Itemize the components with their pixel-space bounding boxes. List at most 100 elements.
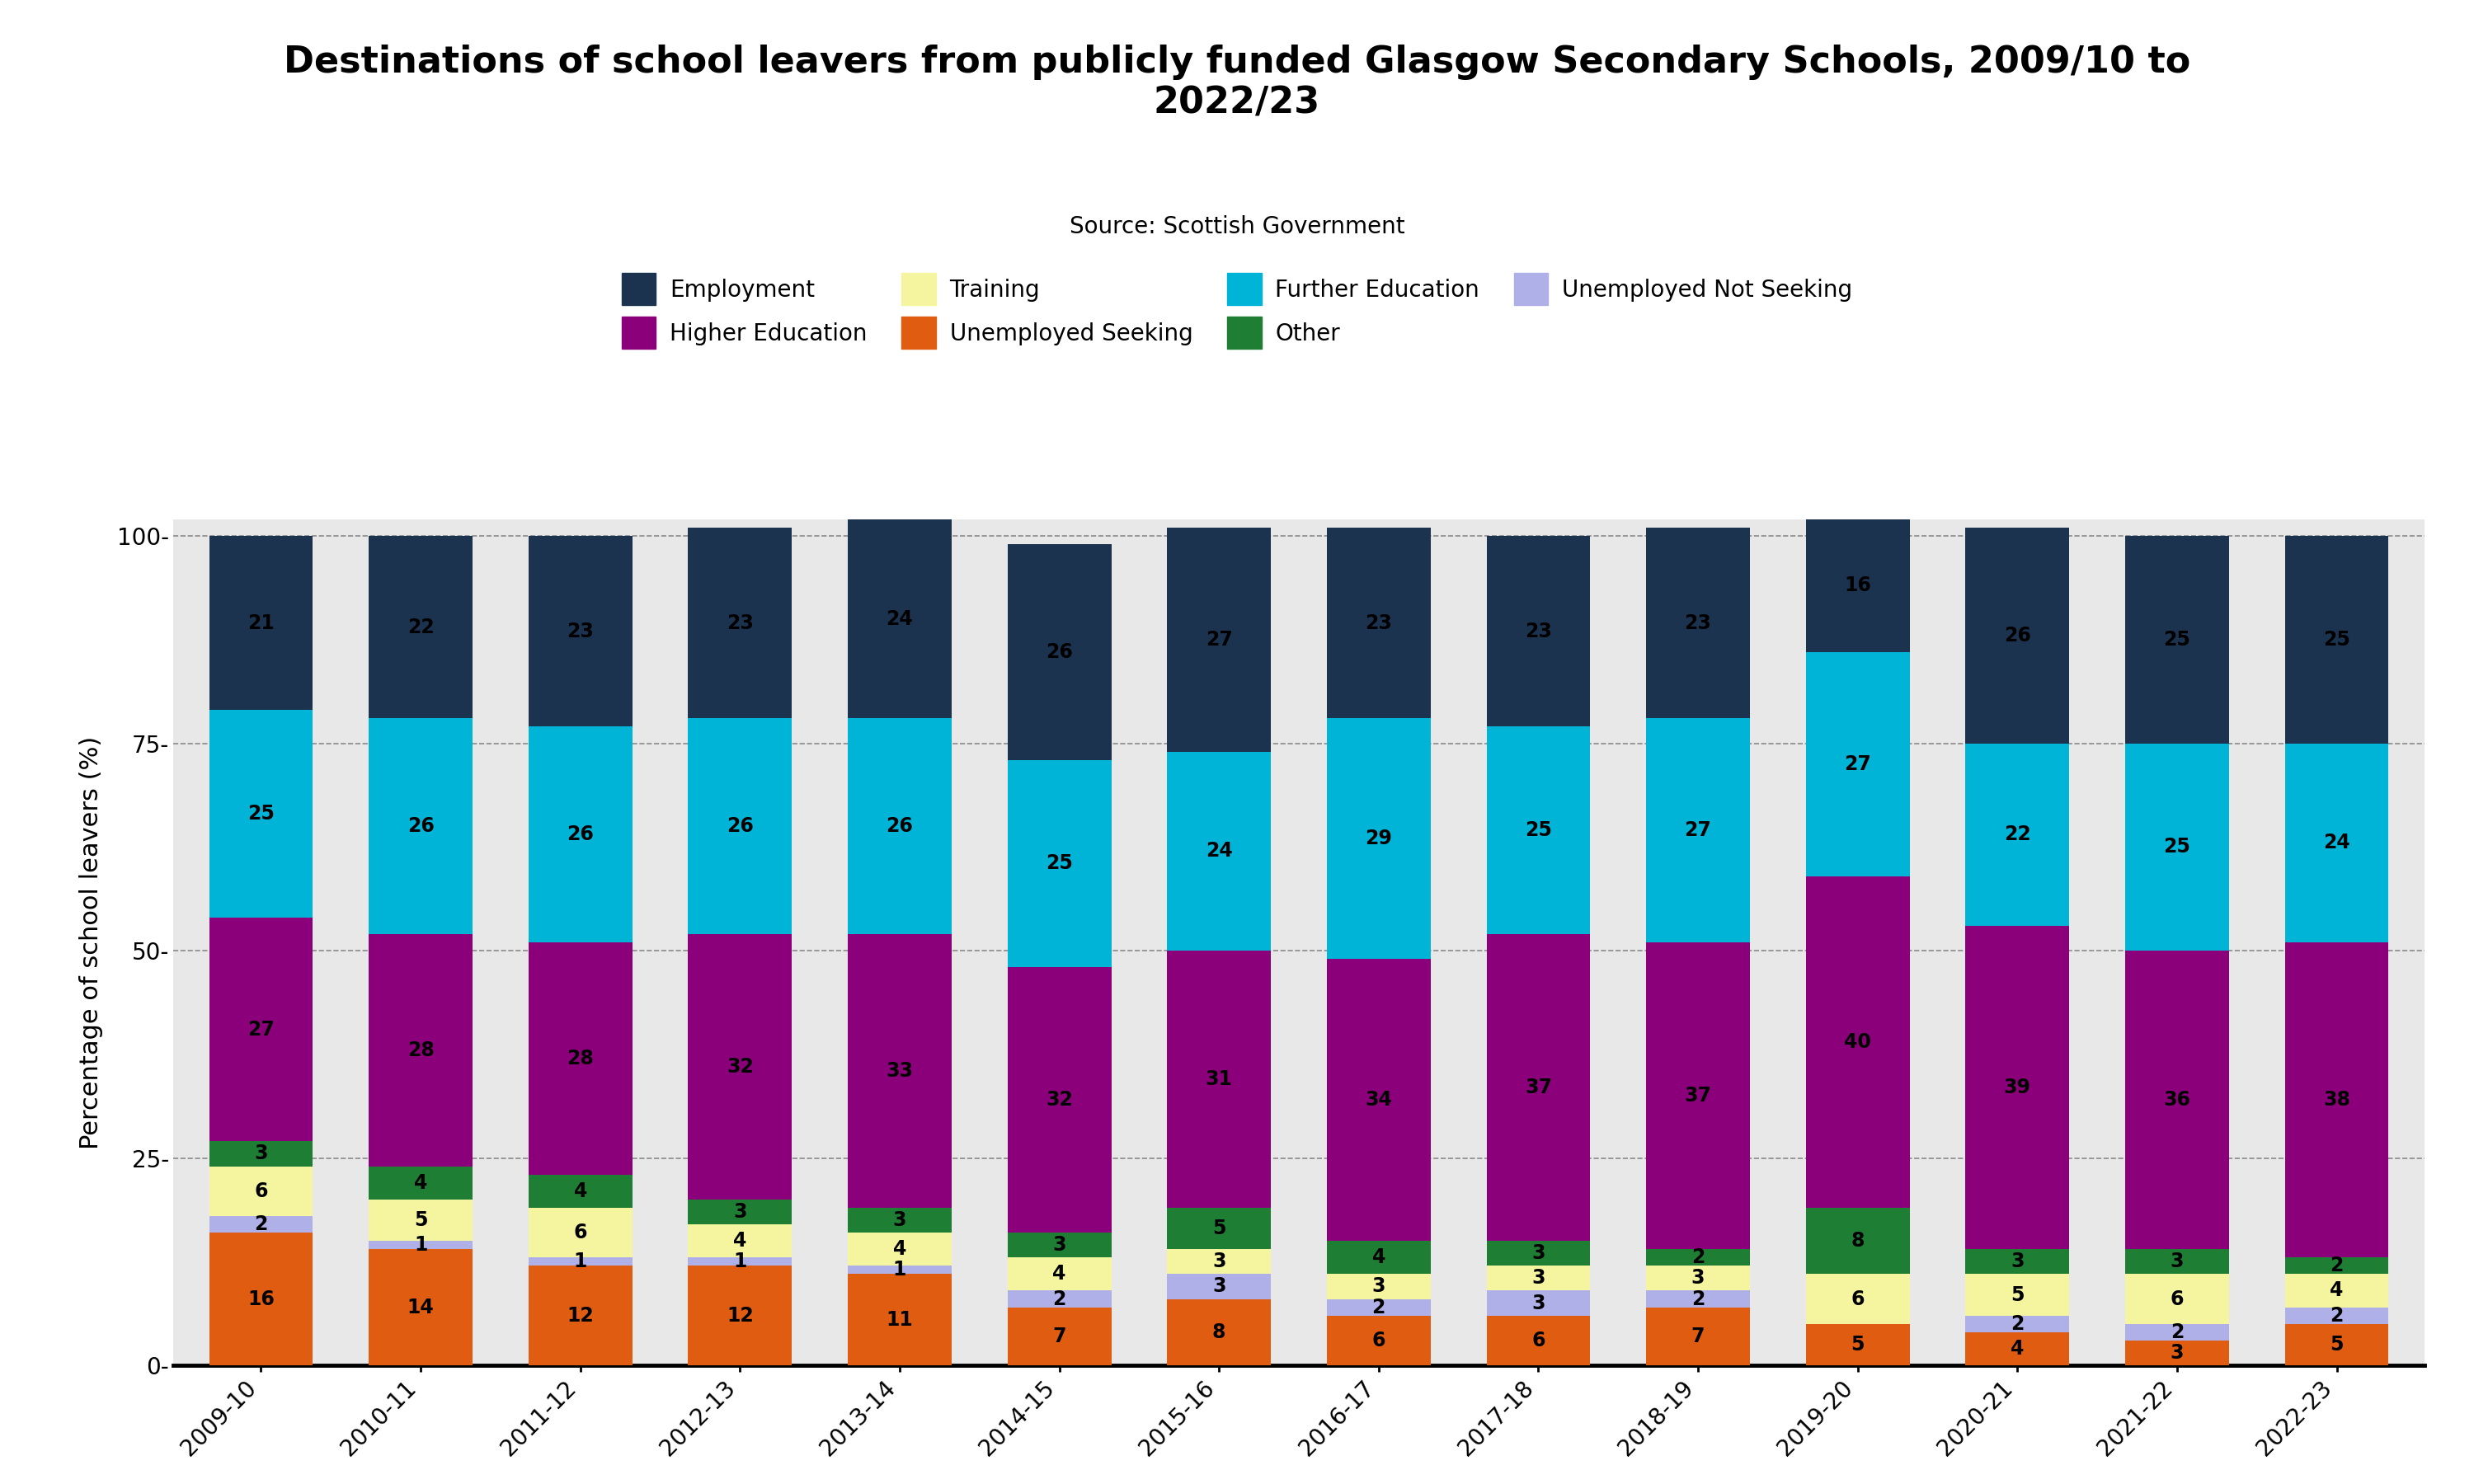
Text: 26: 26 xyxy=(1047,643,1074,662)
Bar xyxy=(2125,536,2229,743)
Bar xyxy=(688,1257,792,1266)
Bar xyxy=(2286,1257,2387,1275)
Bar xyxy=(688,528,792,718)
Bar xyxy=(1168,951,1272,1208)
Text: 6: 6 xyxy=(574,1223,586,1242)
Text: 25: 25 xyxy=(1047,853,1074,874)
Bar xyxy=(2125,743,2229,951)
Text: 32: 32 xyxy=(1047,1091,1074,1110)
Text: 31: 31 xyxy=(1205,1070,1232,1089)
Text: 25: 25 xyxy=(2323,629,2350,650)
Text: 7: 7 xyxy=(1051,1327,1066,1346)
Text: 26: 26 xyxy=(727,816,755,835)
Bar xyxy=(688,718,792,933)
Text: 4: 4 xyxy=(413,1172,428,1193)
Bar xyxy=(369,1241,473,1250)
Bar xyxy=(210,1141,312,1166)
Text: 27: 27 xyxy=(1205,629,1232,650)
Text: 14: 14 xyxy=(408,1297,433,1318)
Text: 25: 25 xyxy=(1524,821,1551,840)
Bar xyxy=(2286,743,2387,942)
Text: 28: 28 xyxy=(567,1049,594,1068)
Text: 2: 2 xyxy=(2331,1255,2343,1276)
Text: 36: 36 xyxy=(2162,1091,2189,1110)
Text: 33: 33 xyxy=(886,1061,913,1080)
Bar xyxy=(1487,1315,1591,1365)
Text: 22: 22 xyxy=(2004,825,2031,844)
Bar xyxy=(1806,1275,1910,1324)
Bar xyxy=(369,1250,473,1365)
Bar xyxy=(1487,933,1591,1241)
Text: 26: 26 xyxy=(886,816,913,835)
Bar xyxy=(2125,1324,2229,1340)
Bar xyxy=(1326,1241,1430,1275)
Text: 34: 34 xyxy=(1366,1091,1393,1110)
Bar xyxy=(1168,1298,1272,1365)
Text: 25: 25 xyxy=(247,804,275,824)
Text: 32: 32 xyxy=(727,1057,755,1076)
Bar xyxy=(1964,743,2068,926)
Text: 3: 3 xyxy=(1692,1269,1705,1288)
Bar xyxy=(1964,1333,2068,1365)
Bar xyxy=(210,1215,312,1233)
Text: 40: 40 xyxy=(1843,1031,1870,1052)
Bar xyxy=(688,1224,792,1257)
Bar xyxy=(369,933,473,1166)
Bar xyxy=(2125,1275,2229,1324)
Bar xyxy=(1007,968,1111,1233)
Text: 25: 25 xyxy=(2162,629,2189,650)
Legend: Employment, Higher Education, Training, Unemployed Seeking, Further Education, O: Employment, Higher Education, Training, … xyxy=(614,264,1860,358)
Bar xyxy=(1007,1233,1111,1257)
Text: 1: 1 xyxy=(574,1251,586,1272)
Text: 26: 26 xyxy=(408,816,435,835)
Text: 2: 2 xyxy=(2331,1306,2343,1325)
Bar xyxy=(849,718,952,933)
Y-axis label: Percentage of school leavers (%): Percentage of school leavers (%) xyxy=(79,736,104,1149)
Bar xyxy=(1487,727,1591,933)
Bar xyxy=(1326,718,1430,959)
Bar xyxy=(1806,1208,1910,1275)
Bar xyxy=(529,1208,633,1257)
Bar xyxy=(210,711,312,917)
Text: 4: 4 xyxy=(1373,1248,1385,1267)
Bar xyxy=(1964,1275,2068,1315)
Text: 4: 4 xyxy=(574,1181,586,1201)
Text: 4: 4 xyxy=(2331,1281,2343,1300)
Text: 2: 2 xyxy=(255,1214,267,1235)
Bar xyxy=(849,1266,952,1275)
Text: 11: 11 xyxy=(886,1310,913,1330)
Text: 6: 6 xyxy=(1531,1331,1546,1350)
Text: 4: 4 xyxy=(1051,1264,1066,1284)
Text: 29: 29 xyxy=(1366,828,1393,849)
Bar xyxy=(529,1174,633,1208)
Text: 4: 4 xyxy=(2011,1339,2024,1358)
Bar xyxy=(1645,1266,1749,1291)
Text: 1: 1 xyxy=(732,1251,747,1272)
Bar xyxy=(1645,942,1749,1250)
Bar xyxy=(529,727,633,942)
Bar xyxy=(849,1275,952,1365)
Bar xyxy=(210,917,312,1141)
Bar xyxy=(1007,1307,1111,1365)
Bar xyxy=(1007,1257,1111,1291)
Text: 5: 5 xyxy=(2331,1334,2343,1355)
Bar xyxy=(529,1266,633,1365)
Bar xyxy=(1806,1324,1910,1365)
Text: 3: 3 xyxy=(1531,1244,1546,1263)
Text: 38: 38 xyxy=(2323,1091,2350,1110)
Bar xyxy=(1168,1250,1272,1275)
Bar xyxy=(1487,536,1591,727)
Bar xyxy=(1487,1241,1591,1266)
Bar xyxy=(210,1233,312,1365)
Bar xyxy=(849,933,952,1208)
Text: 23: 23 xyxy=(1524,622,1551,641)
Text: 22: 22 xyxy=(408,617,433,637)
Bar xyxy=(1645,528,1749,718)
Text: 3: 3 xyxy=(1212,1251,1225,1272)
Text: 27: 27 xyxy=(1685,821,1712,840)
Bar xyxy=(1007,760,1111,968)
Text: 3: 3 xyxy=(2011,1251,2024,1272)
Text: 5: 5 xyxy=(2011,1285,2024,1304)
Text: 2: 2 xyxy=(1692,1248,1705,1267)
Bar xyxy=(1645,1291,1749,1307)
